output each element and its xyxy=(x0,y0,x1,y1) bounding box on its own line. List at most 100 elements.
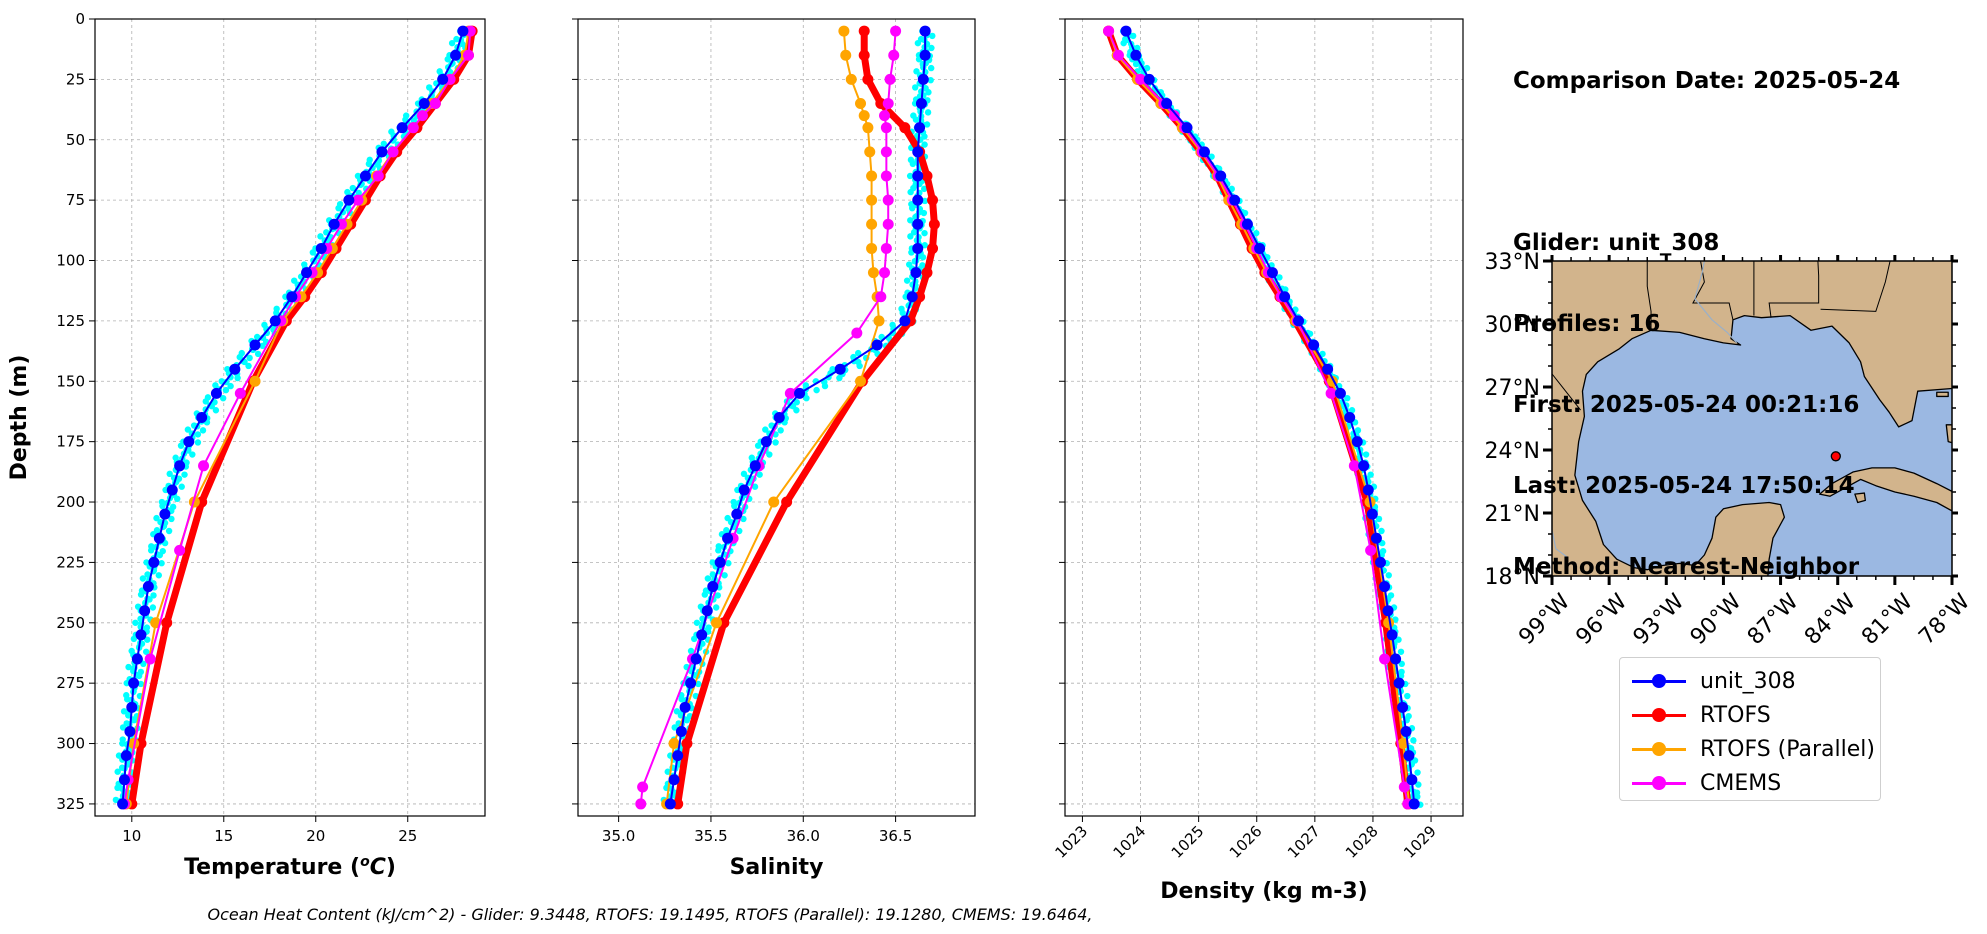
series-point-rtofs_parallel xyxy=(768,496,780,508)
raw-glider-point xyxy=(701,591,709,598)
series-point-glider xyxy=(396,122,408,134)
series-point-cmems xyxy=(882,218,894,230)
data-layer xyxy=(635,25,940,810)
series-point-rtofs_parallel xyxy=(873,315,885,327)
plot-frame xyxy=(94,18,486,817)
raw-glider-point xyxy=(909,160,917,168)
series-point-rtofs_parallel xyxy=(867,267,879,279)
raw-glider-point xyxy=(254,350,262,358)
series-point-glider xyxy=(301,267,313,279)
raw-glider-point xyxy=(793,407,800,414)
raw-glider-point xyxy=(177,442,185,449)
series-point-cmems xyxy=(1398,781,1410,793)
series-point-cmems xyxy=(635,798,647,810)
unit: C xyxy=(370,855,386,880)
raw-glider-point xyxy=(365,160,373,168)
series-point-glider xyxy=(1308,339,1320,351)
raw-glider-point xyxy=(1132,60,1140,68)
series-point-glider xyxy=(1400,725,1412,737)
series-point-cmems xyxy=(174,544,186,556)
raw-glider-point xyxy=(222,386,230,394)
raw-glider-point xyxy=(912,116,920,123)
series-point-cmems xyxy=(637,781,649,793)
series-point-glider xyxy=(1293,315,1305,327)
raw-glider-point xyxy=(123,679,130,687)
series-point-glider xyxy=(153,532,165,544)
y-tick-label: 50 xyxy=(66,131,85,149)
raw-glider-point xyxy=(751,483,759,490)
x-tick-label: 1028 xyxy=(1342,822,1382,862)
profile-panel: 35.0 35.5 36.0 36.5 Salinity xyxy=(572,18,976,880)
series-point-cmems xyxy=(1168,110,1180,122)
series-point-rtofs_parallel xyxy=(1397,738,1409,750)
series-point-rtofs xyxy=(928,218,940,230)
series-point-glider xyxy=(418,98,430,110)
raw-glider-point xyxy=(380,140,387,147)
series-point-rtofs_parallel xyxy=(858,110,870,122)
raw-glider-point xyxy=(909,204,916,212)
y-tick-label: 125 xyxy=(56,312,85,330)
raw-glider-point xyxy=(165,527,173,535)
raw-glider-point xyxy=(754,442,762,449)
series-point-glider xyxy=(1358,460,1370,472)
series-point-glider xyxy=(679,701,691,713)
raw-glider-point xyxy=(114,768,121,775)
raw-glider-point xyxy=(1410,737,1417,744)
land-isla-juventud xyxy=(1854,492,1866,504)
x-tick-label: 35.5 xyxy=(694,827,727,845)
series-point-glider xyxy=(1362,484,1374,496)
raw-glider-point xyxy=(150,592,157,599)
series-line-glider xyxy=(121,30,464,805)
lat-tick-label: 27°N xyxy=(1485,376,1540,401)
series-point-glider xyxy=(912,218,924,230)
series-point-glider xyxy=(1379,581,1391,593)
series-point-cmems xyxy=(1112,49,1124,61)
series-point-glider xyxy=(690,653,702,665)
raw-glider-point xyxy=(390,136,397,143)
series-point-rtofs xyxy=(858,49,870,61)
series-point-glider xyxy=(915,98,927,110)
series-point-glider xyxy=(183,436,195,448)
x-tick-label: 1024 xyxy=(1110,822,1150,862)
series-point-glider xyxy=(139,605,151,617)
raw-glider-point xyxy=(766,451,773,458)
series-point-rtofs_parallel xyxy=(866,170,878,182)
series-point-glider xyxy=(117,798,129,810)
raw-glider-point xyxy=(714,592,721,599)
series-point-glider xyxy=(834,363,846,375)
series-point-cmems xyxy=(784,387,796,399)
raw-glider-point xyxy=(344,188,351,196)
series-point-glider xyxy=(1334,387,1346,399)
series-point-glider xyxy=(1120,25,1132,37)
series-point-rtofs_parallel xyxy=(840,49,852,61)
series-point-cmems xyxy=(416,110,428,122)
series-point-glider xyxy=(707,581,719,593)
raw-glider-point xyxy=(158,560,165,567)
legend-swatch xyxy=(1632,732,1686,766)
y-tick-label: 175 xyxy=(56,433,85,451)
series-point-cmems xyxy=(1348,460,1360,472)
raw-glider-point xyxy=(907,188,914,196)
series-point-rtofs_parallel xyxy=(668,738,680,750)
raw-glider-point xyxy=(856,362,863,370)
river-line xyxy=(1552,529,1568,558)
lat-tick-label: 33°N xyxy=(1485,250,1540,275)
series-point-cmems xyxy=(890,25,902,37)
legend-item-rtofs: RTOFS xyxy=(1620,698,1880,732)
raw-glider-point xyxy=(1348,407,1356,414)
series-point-cmems xyxy=(407,122,419,134)
series-point-cmems xyxy=(198,460,210,472)
series-point-glider xyxy=(773,412,785,423)
series-point-glider xyxy=(1198,146,1210,158)
data-layer xyxy=(112,25,478,810)
raw-glider-point xyxy=(1385,572,1392,579)
x-tick-label: 36.5 xyxy=(879,827,912,845)
x-tick-label: 36.0 xyxy=(787,827,820,845)
raw-glider-point xyxy=(910,229,918,236)
series-point-glider xyxy=(714,556,726,568)
first-time: First: 2025-05-24 00:21:16 xyxy=(1513,392,1860,418)
raw-glider-point xyxy=(673,708,681,715)
raw-glider-point xyxy=(756,471,763,478)
raw-glider-point xyxy=(772,439,779,446)
state-border xyxy=(1768,261,1820,318)
